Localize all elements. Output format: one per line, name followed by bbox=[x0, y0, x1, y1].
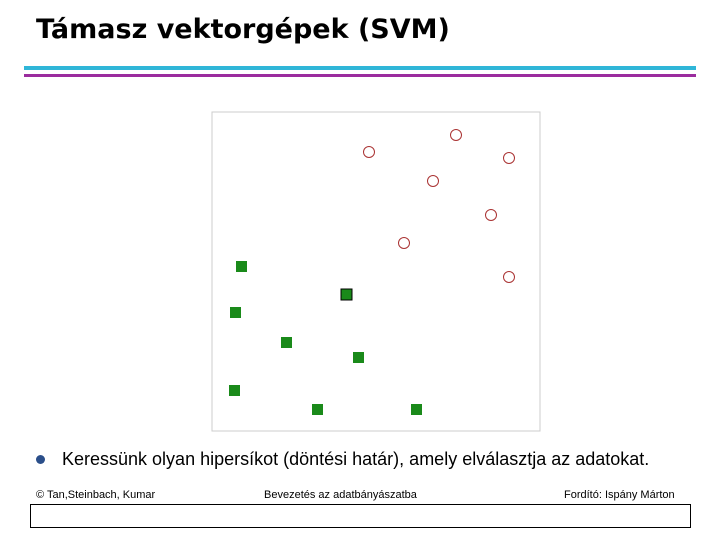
bullet-dot bbox=[36, 455, 45, 464]
square-point bbox=[353, 352, 364, 363]
slide-title: Támasz vektorgépek (SVM) bbox=[36, 14, 450, 45]
circle-point bbox=[485, 209, 497, 221]
squares bbox=[229, 261, 422, 415]
plot-frame bbox=[211, 111, 541, 432]
circles bbox=[363, 129, 515, 283]
circle-point bbox=[503, 152, 515, 164]
circle-point bbox=[363, 146, 375, 158]
footer-box bbox=[30, 504, 691, 528]
square-point bbox=[340, 288, 353, 301]
square-point bbox=[236, 261, 247, 272]
square-point bbox=[230, 307, 241, 318]
square-point bbox=[312, 404, 323, 415]
footer-right: Fordító: Ispány Márton bbox=[564, 489, 675, 501]
square-point bbox=[229, 385, 240, 396]
bullet-text: Keressünk olyan hipersíkot (döntési hatá… bbox=[62, 449, 650, 469]
rule-cyan bbox=[24, 66, 696, 70]
circle-point bbox=[450, 129, 462, 141]
circle-point bbox=[427, 175, 439, 187]
footer-center: Bevezetés az adatbányászatba bbox=[264, 489, 417, 501]
square-point bbox=[281, 337, 292, 348]
circle-point bbox=[398, 237, 410, 249]
footer-left: © Tan,Steinbach, Kumar bbox=[36, 489, 156, 501]
square-point bbox=[411, 404, 422, 415]
circle-point bbox=[503, 271, 515, 283]
rule-purple bbox=[24, 74, 696, 77]
